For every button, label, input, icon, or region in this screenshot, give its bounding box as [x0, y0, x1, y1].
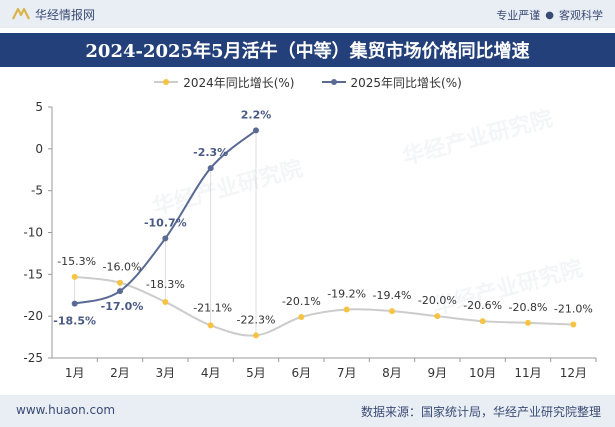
series-2024-point — [298, 314, 305, 321]
series-2024-point — [207, 322, 214, 329]
x-tick-label: 12月 — [560, 366, 587, 380]
series-2025-point — [207, 165, 214, 172]
series-2024-point — [389, 308, 395, 315]
series-2024-point — [570, 321, 577, 328]
x-tick-label: 7月 — [337, 366, 357, 380]
brand: 华经情报网 — [12, 6, 95, 22]
line-chart: 5 0 -5 -10 -15 -20 -25 1月 2月 3月 4月 5月 6月 7月 8月 9月 10月 11月… — [23, 100, 597, 380]
legend-label-2024: 2024年同比增长(%) — [183, 75, 295, 90]
series-2024-data-label: -16.0% — [103, 261, 142, 274]
series-2024-point — [253, 332, 259, 339]
series-2025-data-label: -10.7% — [144, 216, 187, 229]
series-2024-data-label: -18.3% — [146, 278, 185, 291]
x-tick-label: 10月 — [469, 366, 496, 380]
series-2024-point — [117, 279, 123, 286]
series-2025-point — [117, 288, 123, 295]
legend-item-2025: 2025年同比增长(%) — [321, 74, 462, 91]
series-2025-data-label: -2.3% — [193, 146, 228, 159]
brand-name: 华经情报网 — [35, 7, 96, 22]
x-tick-label: 6月 — [292, 366, 312, 380]
legend-item-2024: 2024年同比增长(%) — [153, 74, 295, 91]
legend-label-2025: 2025年同比增长(%) — [350, 75, 462, 90]
series-2024-point — [343, 306, 350, 313]
series-2024-data-label: -19.2% — [327, 287, 366, 300]
tagline-right: 客观科学 — [559, 9, 603, 22]
series-2024-data-label: -20.8% — [509, 301, 548, 314]
series-2025-point — [253, 127, 259, 134]
series-2025-point — [162, 235, 169, 242]
footer-url: www.huaon.com — [16, 403, 116, 417]
series-2024-point — [434, 313, 441, 320]
chart-title: 2024-2025年5月活牛（中等）集贸市场价格同比增速 — [85, 41, 530, 62]
x-tick-label: 11月 — [514, 366, 541, 380]
title-bar: 2024-2025年5月活牛（中等）集贸市场价格同比增速 — [0, 33, 615, 67]
series-2024-data-label: -15.3% — [57, 255, 96, 268]
y-tick-label: -5 — [31, 184, 43, 198]
footer: www.huaon.com 数据来源：国家统计局，华经产业研究院整理 — [0, 395, 615, 427]
y-tick-label: 5 — [35, 100, 43, 114]
series-2024-data-label: -22.3% — [237, 313, 276, 326]
y-tick-label: -25 — [23, 351, 43, 365]
x-tick-label: 5月 — [246, 366, 266, 380]
x-tick-label: 9月 — [428, 366, 448, 380]
series-2024-point — [525, 319, 531, 326]
tagline-left: 专业严谨 — [496, 9, 541, 22]
series-2024-point — [479, 318, 486, 325]
footer-source: 数据来源：国家统计局，华经产业研究院整理 — [360, 405, 601, 419]
series-2024-data-label: -20.0% — [418, 294, 457, 307]
series-2025-data-label: 2.2% — [241, 108, 272, 121]
series-2025-point — [71, 300, 78, 307]
series-2024-point — [71, 273, 78, 280]
y-tick-label: -10 — [23, 226, 43, 240]
huajing-logo-icon — [12, 7, 30, 20]
x-tick-label: 1月 — [65, 366, 85, 380]
tagline-dot-icon: ● — [545, 9, 554, 21]
series-2025-data-label: -17.0% — [101, 300, 144, 313]
tagline: 专业严谨 ● 客观科学 — [496, 7, 603, 23]
x-tick-label: 3月 — [156, 366, 176, 380]
series-2024-data-label: -21.1% — [193, 301, 232, 314]
top-bar: 华经情报网 专业严谨 ● 客观科学 — [0, 0, 615, 28]
legend-line-2024-icon — [154, 79, 179, 85]
series-2024-data-label: -20.6% — [463, 299, 502, 312]
series-2024-data-label: -20.1% — [282, 295, 321, 308]
y-tick-label: -15 — [23, 267, 43, 281]
series-2025-data-label: -18.5% — [53, 315, 96, 328]
x-tick-label: 4月 — [201, 366, 221, 380]
series-2024-data-label: -21.0% — [554, 303, 593, 316]
x-tick-label: 2月 — [110, 366, 130, 380]
x-tick-label: 8月 — [382, 366, 402, 380]
y-tick-label: 0 — [35, 142, 43, 156]
legend-line-2025-icon — [321, 79, 346, 85]
legend: 2024年同比增长(%) 2025年同比增长(%) — [0, 72, 615, 92]
y-tick-label: -20 — [23, 309, 43, 323]
series-2024-data-label: -19.4% — [373, 289, 412, 302]
series-2024-point — [162, 298, 169, 305]
series-2024-line — [74, 275, 574, 337]
